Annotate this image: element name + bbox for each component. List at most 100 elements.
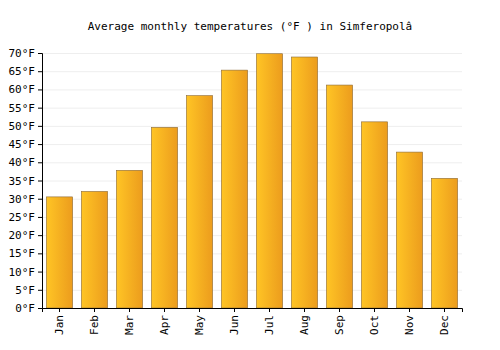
x-tick-label: Jan xyxy=(53,315,66,335)
y-tick-mark xyxy=(38,71,42,72)
bar xyxy=(186,96,212,308)
y-tick-mark xyxy=(38,108,42,109)
y-tick-mark xyxy=(38,253,42,254)
bar xyxy=(151,127,177,308)
y-tick-label: 20°F xyxy=(9,229,36,242)
y-tick: 0°F xyxy=(15,302,42,315)
y-tick: 35°F xyxy=(9,175,43,188)
y-tick: 5°F xyxy=(15,284,42,297)
y-tick: 15°F xyxy=(9,247,43,260)
x-tick-mark xyxy=(94,308,95,312)
y-axis: 0°F 5°F 10°F 15°F 20°F 25°F 30°F 35°F 40°F 45°F 50… xyxy=(9,47,43,315)
bar xyxy=(81,191,107,308)
x-tick-label: Feb xyxy=(88,315,101,335)
bars xyxy=(46,54,457,308)
y-tick-mark xyxy=(38,235,42,236)
x-tick-mark xyxy=(164,308,165,312)
bar xyxy=(221,70,247,308)
bar xyxy=(326,85,352,308)
x-tick-mark xyxy=(304,308,305,312)
y-tick-mark xyxy=(38,144,42,145)
y-tick: 25°F xyxy=(9,211,43,224)
x-tick-label: Sep xyxy=(333,315,346,335)
y-tick-mark xyxy=(38,162,42,163)
bar xyxy=(361,122,387,308)
x-tick: Mar xyxy=(123,308,136,335)
y-tick-mark xyxy=(38,181,42,182)
y-tick-mark xyxy=(38,308,42,309)
y-tick-label: 35°F xyxy=(9,175,36,188)
y-tick: 40°F xyxy=(9,156,43,169)
y-tick-label: 15°F xyxy=(9,247,36,260)
x-tick-mark xyxy=(199,308,200,312)
grid-line xyxy=(42,53,462,54)
y-tick-mark xyxy=(38,126,42,127)
y-tick-label: 45°F xyxy=(9,138,36,151)
grid-line xyxy=(42,89,462,90)
x-tick: Dec xyxy=(438,308,451,335)
grid-line xyxy=(42,71,462,72)
bar xyxy=(46,197,72,308)
y-tick-label: 0°F xyxy=(15,302,35,315)
x-tick-label: Dec xyxy=(438,315,451,335)
x-tick: Jul xyxy=(263,308,276,335)
y-tick: 45°F xyxy=(9,138,43,151)
y-tick-label: 40°F xyxy=(9,156,36,169)
bar xyxy=(431,178,457,308)
x-tick: May xyxy=(193,308,206,335)
y-tick-mark xyxy=(38,199,42,200)
y-tick-mark xyxy=(38,217,42,218)
bar xyxy=(291,57,317,308)
x-tick-mark xyxy=(374,308,375,312)
x-tick-label: Aug xyxy=(298,315,311,335)
grid-line xyxy=(42,144,462,145)
y-tick-label: 60°F xyxy=(9,83,36,96)
y-tick-label: 10°F xyxy=(9,266,36,279)
x-tick: Jan xyxy=(53,308,66,335)
y-tick-label: 55°F xyxy=(9,102,36,115)
x-tick: Nov xyxy=(403,308,416,335)
x-tick-label: Nov xyxy=(403,315,416,335)
x-tick-mark xyxy=(59,308,60,312)
y-tick: 20°F xyxy=(9,229,43,242)
y-tick-label: 25°F xyxy=(9,211,36,224)
bar xyxy=(396,152,422,308)
x-tick-mark xyxy=(339,308,340,312)
x-tick-mark xyxy=(409,308,410,312)
title: Average monthly temperatures (°F ) in Si… xyxy=(88,20,413,33)
y-tick: 10°F xyxy=(9,266,43,279)
x-tick-mark xyxy=(269,308,270,312)
bar xyxy=(116,170,142,308)
x-tick-label: Oct xyxy=(368,315,381,335)
x-tick-label: May xyxy=(193,315,206,335)
y-tick-mark xyxy=(38,53,42,54)
bar xyxy=(256,54,282,308)
y-tick-mark xyxy=(38,290,42,291)
x-tick-label: Jul xyxy=(263,315,276,335)
x-tick-mark xyxy=(129,308,130,312)
y-tick: 50°F xyxy=(9,120,43,133)
x-tick-mark xyxy=(444,308,445,312)
x-tick-label: Jun xyxy=(228,315,241,335)
x-axis: Jan Feb Mar Apr May Jun Jul Aug Sep Oct Nov Dec xyxy=(43,308,463,335)
y-tick-label: 65°F xyxy=(9,65,36,78)
grid xyxy=(42,54,462,309)
x-axis-line xyxy=(43,309,463,313)
y-tick: 30°F xyxy=(9,193,43,206)
chart: Average monthly temperatures (°F ) in Si… xyxy=(0,0,500,350)
y-axis-line xyxy=(38,54,43,309)
x-tick-label: Apr xyxy=(158,315,171,335)
x-tick: Aug xyxy=(298,308,311,335)
plot: 0°F 5°F 10°F 15°F 20°F 25°F 30°F 35°F 40°F 45°F 50… xyxy=(9,47,463,335)
x-tick: Apr xyxy=(158,308,171,335)
x-tick: Feb xyxy=(88,308,101,335)
x-tick: Sep xyxy=(333,308,346,335)
x-tick-label: Mar xyxy=(123,315,136,335)
y-tick: 55°F xyxy=(9,102,43,115)
x-tick-mark xyxy=(234,308,235,312)
y-tick-label: 50°F xyxy=(9,120,36,133)
y-tick: 70°F xyxy=(9,47,43,60)
y-tick-label: 5°F xyxy=(15,284,35,297)
y-tick-mark xyxy=(38,272,42,273)
y-tick: 60°F xyxy=(9,83,43,96)
